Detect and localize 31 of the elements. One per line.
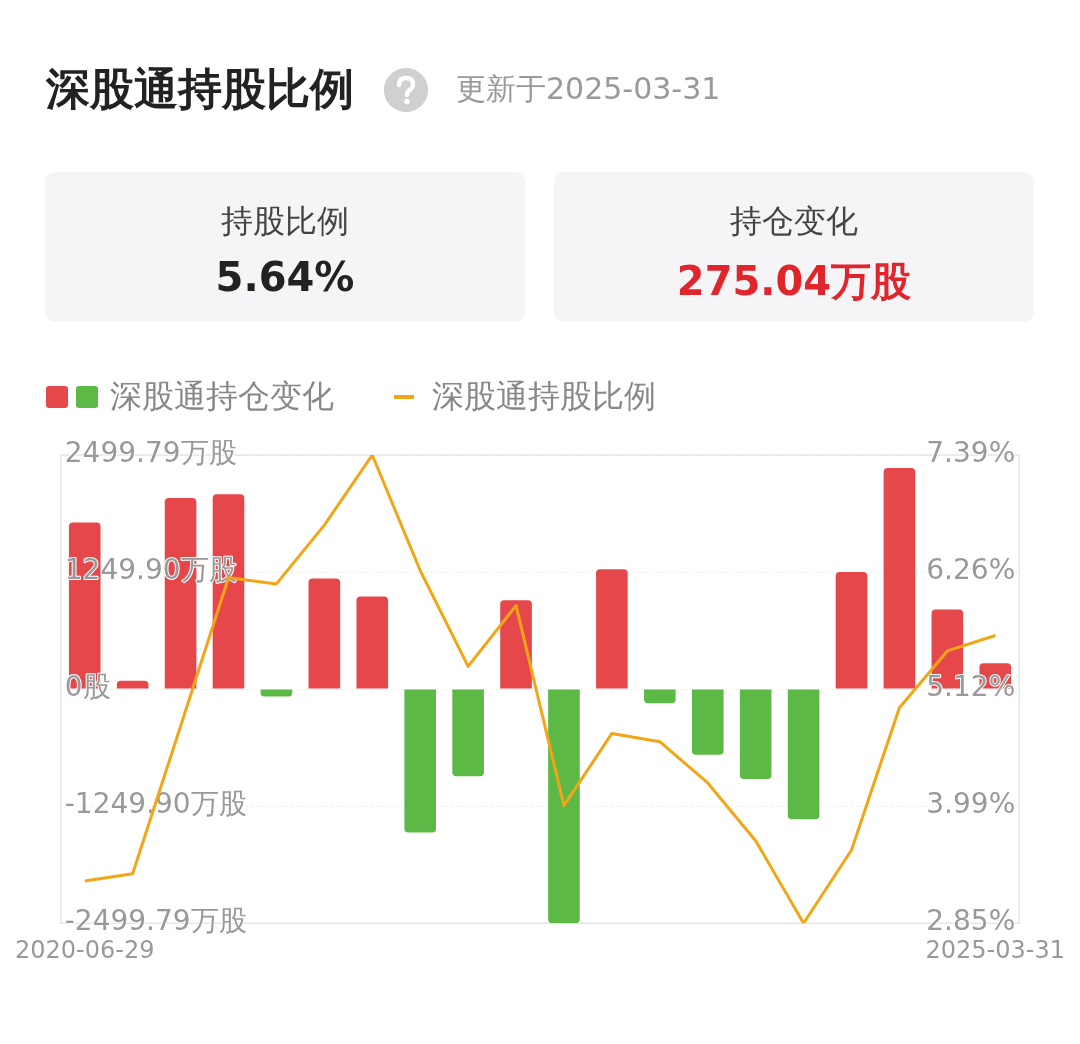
bar bbox=[548, 689, 580, 924]
x-tick-label: 2025-03-31 bbox=[925, 935, 1066, 964]
legend-label: 深股通持仓变化 bbox=[110, 376, 334, 417]
bar bbox=[787, 689, 820, 820]
y2-tick-label: 7.39% bbox=[926, 436, 1016, 470]
bar bbox=[644, 689, 676, 704]
y-tick-label: 2499.79万股 bbox=[64, 436, 237, 470]
y-tick-label: -2499.79万股 bbox=[64, 904, 247, 938]
bar bbox=[835, 572, 868, 689]
text: 持股比例 bbox=[220, 201, 350, 242]
text: 5.64% bbox=[214, 254, 356, 300]
bar bbox=[260, 689, 293, 697]
bar bbox=[883, 468, 916, 689]
y2-tick-label: 3.99% bbox=[926, 787, 1016, 821]
bar bbox=[356, 596, 389, 689]
chart-title: 深股通持股比例 bbox=[46, 62, 354, 116]
bar bbox=[452, 689, 484, 777]
y2-tick-label: 6.26% bbox=[926, 553, 1016, 587]
bar bbox=[691, 689, 724, 755]
bar bbox=[116, 680, 149, 689]
bar bbox=[739, 689, 772, 779]
bar bbox=[404, 689, 436, 833]
y2-tick-label: 2.85% bbox=[926, 904, 1016, 938]
text: 275.04万股 bbox=[675, 257, 913, 306]
x-tick-label: 2020-06-29 bbox=[14, 935, 155, 964]
bar bbox=[596, 569, 628, 689]
bar bbox=[308, 578, 341, 689]
legend-label: 深股通持股比例 bbox=[432, 376, 656, 417]
text: 持仓变化 bbox=[729, 201, 859, 242]
text: 更新于2025-03-31 bbox=[456, 70, 721, 108]
bar bbox=[500, 600, 532, 689]
